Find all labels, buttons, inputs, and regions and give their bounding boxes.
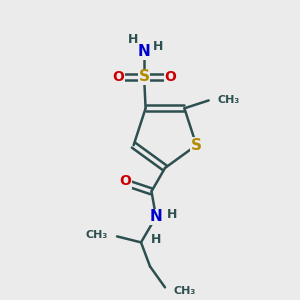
Text: S: S xyxy=(191,138,202,153)
Text: N: N xyxy=(150,209,162,224)
Text: N: N xyxy=(138,44,151,59)
Text: H: H xyxy=(151,233,161,247)
Text: CH₃: CH₃ xyxy=(218,95,240,105)
Text: CH₃: CH₃ xyxy=(86,230,108,240)
Text: O: O xyxy=(112,70,124,84)
Text: O: O xyxy=(164,70,176,84)
Text: H: H xyxy=(152,40,163,53)
Text: S: S xyxy=(139,69,150,84)
Text: CH₃: CH₃ xyxy=(174,286,196,296)
Text: O: O xyxy=(119,175,131,188)
Text: H: H xyxy=(167,208,178,221)
Text: H: H xyxy=(128,33,138,46)
